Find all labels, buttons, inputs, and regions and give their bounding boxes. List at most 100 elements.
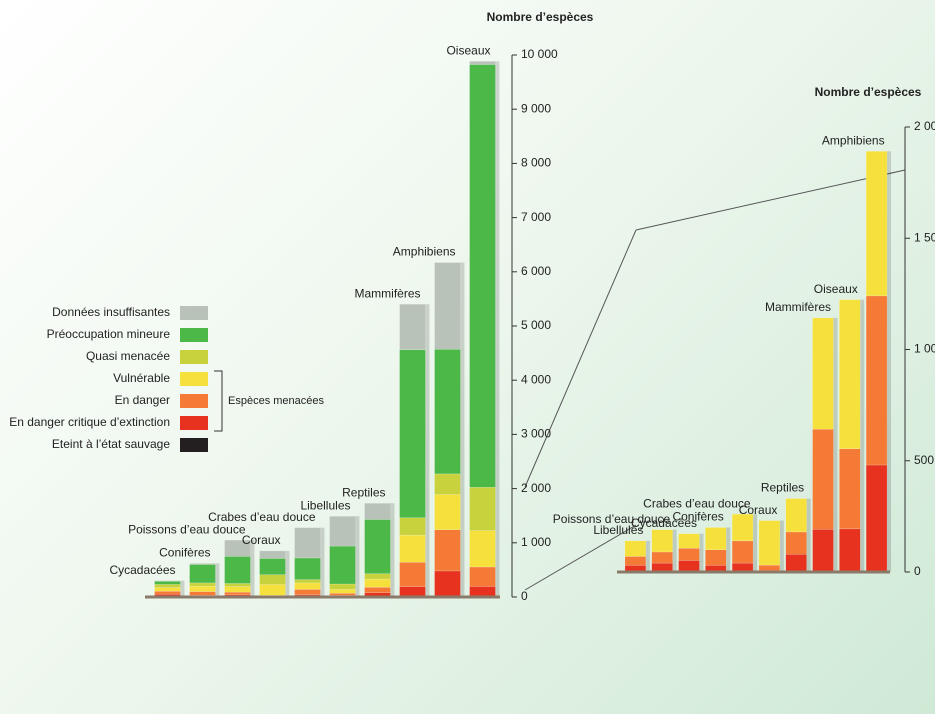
bar-side — [180, 580, 185, 597]
bar-segment — [434, 262, 461, 350]
bar-segment — [705, 549, 727, 566]
bar-segment — [364, 502, 391, 520]
bar-segment — [329, 592, 356, 596]
y-tick-label: 1 000 — [521, 535, 551, 549]
bar-segment — [189, 582, 216, 587]
bar-segment — [839, 299, 861, 449]
legend-swatch — [180, 394, 208, 408]
bar-segment — [865, 464, 888, 573]
y-tick-label: 0 — [914, 564, 921, 578]
bar-segment — [329, 515, 356, 547]
category-label: Conifères — [672, 510, 723, 524]
bar-side — [753, 514, 758, 572]
bar-segment — [434, 570, 461, 598]
bar-segment — [469, 566, 496, 587]
bar-segment — [399, 534, 426, 563]
bar-segment — [294, 557, 321, 580]
bar-segment — [399, 349, 426, 519]
axis-title: Nombre d’espèces — [815, 85, 922, 99]
y-tick-label: 8 000 — [521, 156, 551, 170]
category-label: Libellules — [300, 498, 350, 512]
legend-swatch — [180, 416, 208, 430]
legend-swatch — [180, 306, 208, 320]
bar-segment — [154, 580, 181, 585]
bar-segment — [469, 586, 496, 598]
legend-swatch — [180, 350, 208, 364]
connector — [524, 524, 637, 591]
category-label: Cycadacées — [631, 516, 697, 530]
bar-segment — [154, 584, 181, 588]
bar-segment — [812, 529, 834, 572]
bar-segment — [731, 540, 754, 564]
y-tick-label: 1 000 — [914, 342, 935, 356]
bar-side — [495, 61, 500, 597]
bar-segment — [399, 303, 426, 350]
y-tick-label: 1 500 — [914, 230, 935, 244]
bar-side — [860, 299, 865, 572]
bar-segment — [434, 529, 461, 572]
axis-title: Nombre d’espèces — [487, 10, 594, 24]
bar-side — [320, 527, 325, 597]
bar-segment — [329, 589, 356, 594]
bar-segment — [224, 586, 251, 593]
category-label: Coraux — [242, 533, 281, 547]
bar-segment — [154, 590, 181, 595]
y-tick-label: 3 000 — [521, 427, 551, 441]
bar-segment — [189, 563, 216, 565]
bar-side — [460, 262, 465, 597]
bar-segment — [224, 583, 251, 587]
connector — [635, 169, 906, 231]
bar-segment — [812, 428, 834, 530]
bar-segment — [469, 64, 496, 488]
bar-segment — [224, 556, 251, 584]
bar-segment — [259, 574, 286, 585]
bar-segment — [189, 591, 216, 596]
bar-segment — [364, 586, 391, 593]
bar-segment — [651, 551, 673, 564]
bar-segment — [469, 61, 496, 65]
bar-side — [699, 533, 704, 572]
bar-segment — [259, 558, 286, 575]
bar-side — [887, 151, 892, 572]
bar-segment — [224, 591, 251, 596]
bar-segment — [329, 583, 356, 590]
bar-segment — [259, 584, 286, 596]
category-label: Poissons d’eau douce — [128, 522, 246, 536]
y-tick-label: 6 000 — [521, 264, 551, 278]
bar-segment — [839, 448, 861, 530]
bar-side — [285, 550, 290, 597]
legend-label: Données insuffisantes — [52, 305, 170, 319]
connector — [524, 229, 637, 488]
category-label: Poissons d’eau douce — [553, 512, 671, 526]
bar-segment — [259, 550, 286, 559]
bar-segment — [434, 349, 461, 475]
category-label: Conifères — [159, 546, 210, 560]
bar-segment — [839, 528, 861, 572]
category-label: Crabes d’eau douce — [208, 510, 316, 524]
bar-segment — [469, 487, 496, 531]
category-label: Amphibiens — [393, 245, 456, 259]
bar-segment — [624, 540, 647, 557]
bar-segment — [469, 530, 496, 568]
bar-segment — [399, 517, 426, 536]
bar-segment — [329, 545, 356, 585]
y-tick-label: 5 000 — [521, 318, 551, 332]
bar-segment — [399, 586, 426, 598]
category-label: Reptiles — [761, 481, 804, 495]
bar-segment — [812, 317, 834, 430]
legend-swatch — [180, 372, 208, 386]
category-label: Oiseaux — [446, 43, 490, 57]
bar-side — [645, 540, 650, 572]
bar-segment — [785, 498, 807, 533]
category-label: Crabes d’eau douce — [643, 496, 751, 510]
legend-label: En danger — [115, 393, 170, 407]
bar-side — [726, 527, 731, 572]
category-label: Reptiles — [342, 485, 385, 499]
bar-side — [425, 304, 430, 597]
legend-group-label: Espèces menacées — [228, 395, 324, 407]
legend-swatch — [180, 438, 208, 452]
legend-swatch — [180, 328, 208, 342]
category-label: Libellules — [593, 523, 643, 537]
bar-segment — [865, 295, 888, 466]
